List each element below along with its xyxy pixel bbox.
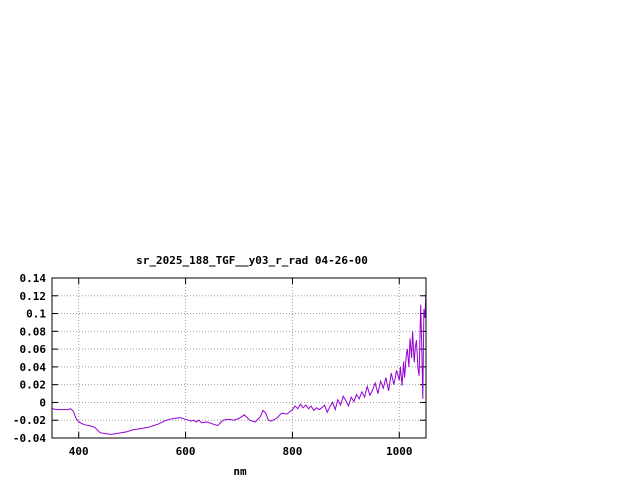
y-tick-label: 0.02 <box>20 379 47 392</box>
tick-marks <box>52 277 426 439</box>
x-tick-label: 400 <box>69 445 89 458</box>
y-tick-label: 0.14 <box>20 272 47 285</box>
y-tick-label: 0.04 <box>20 361 47 374</box>
series-line-0 <box>51 291 427 435</box>
plot-border <box>51 277 427 439</box>
y-tick-label: 0.1 <box>26 308 46 321</box>
x-tick-label: 800 <box>282 445 302 458</box>
x-tick-label: 1000 <box>386 445 413 458</box>
y-tick-labels: -0.04 -0.02 0 0.02 0.04 0.06 0.08 0.1 0.12 0.14 <box>13 272 46 445</box>
y-tick-label: -0.04 <box>13 432 46 445</box>
y-tick-label: -0.02 <box>13 414 46 427</box>
grid <box>52 278 426 438</box>
x-tick-label: 600 <box>176 445 196 458</box>
series-group <box>51 291 427 435</box>
y-tick-label: 0 <box>39 396 46 409</box>
y-tick-label: 0.08 <box>20 325 47 338</box>
y-tick-label: 0.12 <box>20 290 47 303</box>
x-tick-labels: 400 600 800 1000 <box>69 445 413 458</box>
x-axis-label: nm <box>233 465 247 478</box>
chart-title: sr_2025_188_TGF__y03_r_rad 04-26-00 <box>136 254 368 267</box>
y-tick-label: 0.06 <box>20 343 47 356</box>
